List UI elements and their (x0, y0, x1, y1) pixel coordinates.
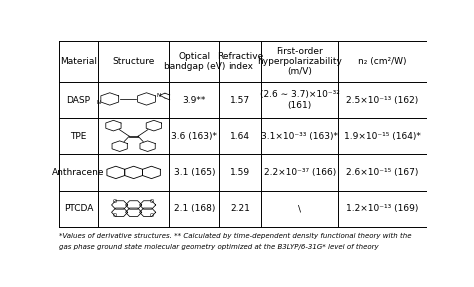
Text: O: O (150, 199, 154, 204)
Text: \: \ (298, 204, 301, 213)
Text: *Values of derivative structures. ** Calculated by time-dependent density functi: *Values of derivative structures. ** Cal… (59, 233, 412, 239)
Text: (2.6 ∼ 3.7)×10⁻³²
(161): (2.6 ∼ 3.7)×10⁻³² (161) (260, 90, 340, 110)
Text: O: O (113, 199, 118, 204)
Text: gas phase ground state molecular geometry optimized at the B3LYP/6-31G* level of: gas phase ground state molecular geometr… (59, 244, 379, 251)
Text: N: N (156, 93, 160, 98)
Text: 1.2×10⁻¹³ (169): 1.2×10⁻¹³ (169) (346, 204, 419, 213)
Text: TPE: TPE (70, 132, 87, 141)
Text: Refractive
index: Refractive index (217, 52, 263, 71)
Text: Material: Material (60, 57, 97, 66)
Text: 2.5×10⁻¹³ (162): 2.5×10⁻¹³ (162) (346, 96, 419, 104)
Text: 2.1 (168): 2.1 (168) (173, 204, 215, 213)
Text: O: O (113, 213, 118, 218)
Text: Optical
bandgap (eV): Optical bandgap (eV) (164, 52, 225, 71)
Text: 2.6×10⁻¹⁵ (167): 2.6×10⁻¹⁵ (167) (346, 168, 419, 177)
Text: 1.9×10⁻¹⁵ (164)*: 1.9×10⁻¹⁵ (164)* (344, 132, 421, 141)
Text: O: O (150, 213, 154, 218)
Text: n₂ (cm²/W): n₂ (cm²/W) (358, 57, 407, 66)
Text: Anthracene: Anthracene (52, 168, 105, 177)
Text: First-order
hyperpolarizability
(m/V): First-order hyperpolarizability (m/V) (257, 46, 342, 76)
Text: 2.2×10⁻³⁷ (166): 2.2×10⁻³⁷ (166) (264, 168, 336, 177)
Text: 2.21: 2.21 (230, 204, 250, 213)
Text: PTCDA: PTCDA (64, 204, 93, 213)
Text: 1.59: 1.59 (230, 168, 250, 177)
Text: DASP: DASP (66, 96, 91, 104)
Text: 3.1×10⁻³³ (163)*: 3.1×10⁻³³ (163)* (261, 132, 338, 141)
Text: 1.57: 1.57 (230, 96, 250, 104)
Text: N: N (97, 100, 101, 105)
Text: 1.64: 1.64 (230, 132, 250, 141)
Text: 3.6 (163)*: 3.6 (163)* (171, 132, 217, 141)
Text: 3.9**: 3.9** (182, 96, 206, 104)
Text: Structure: Structure (112, 57, 155, 66)
Text: 3.1 (165): 3.1 (165) (173, 168, 215, 177)
